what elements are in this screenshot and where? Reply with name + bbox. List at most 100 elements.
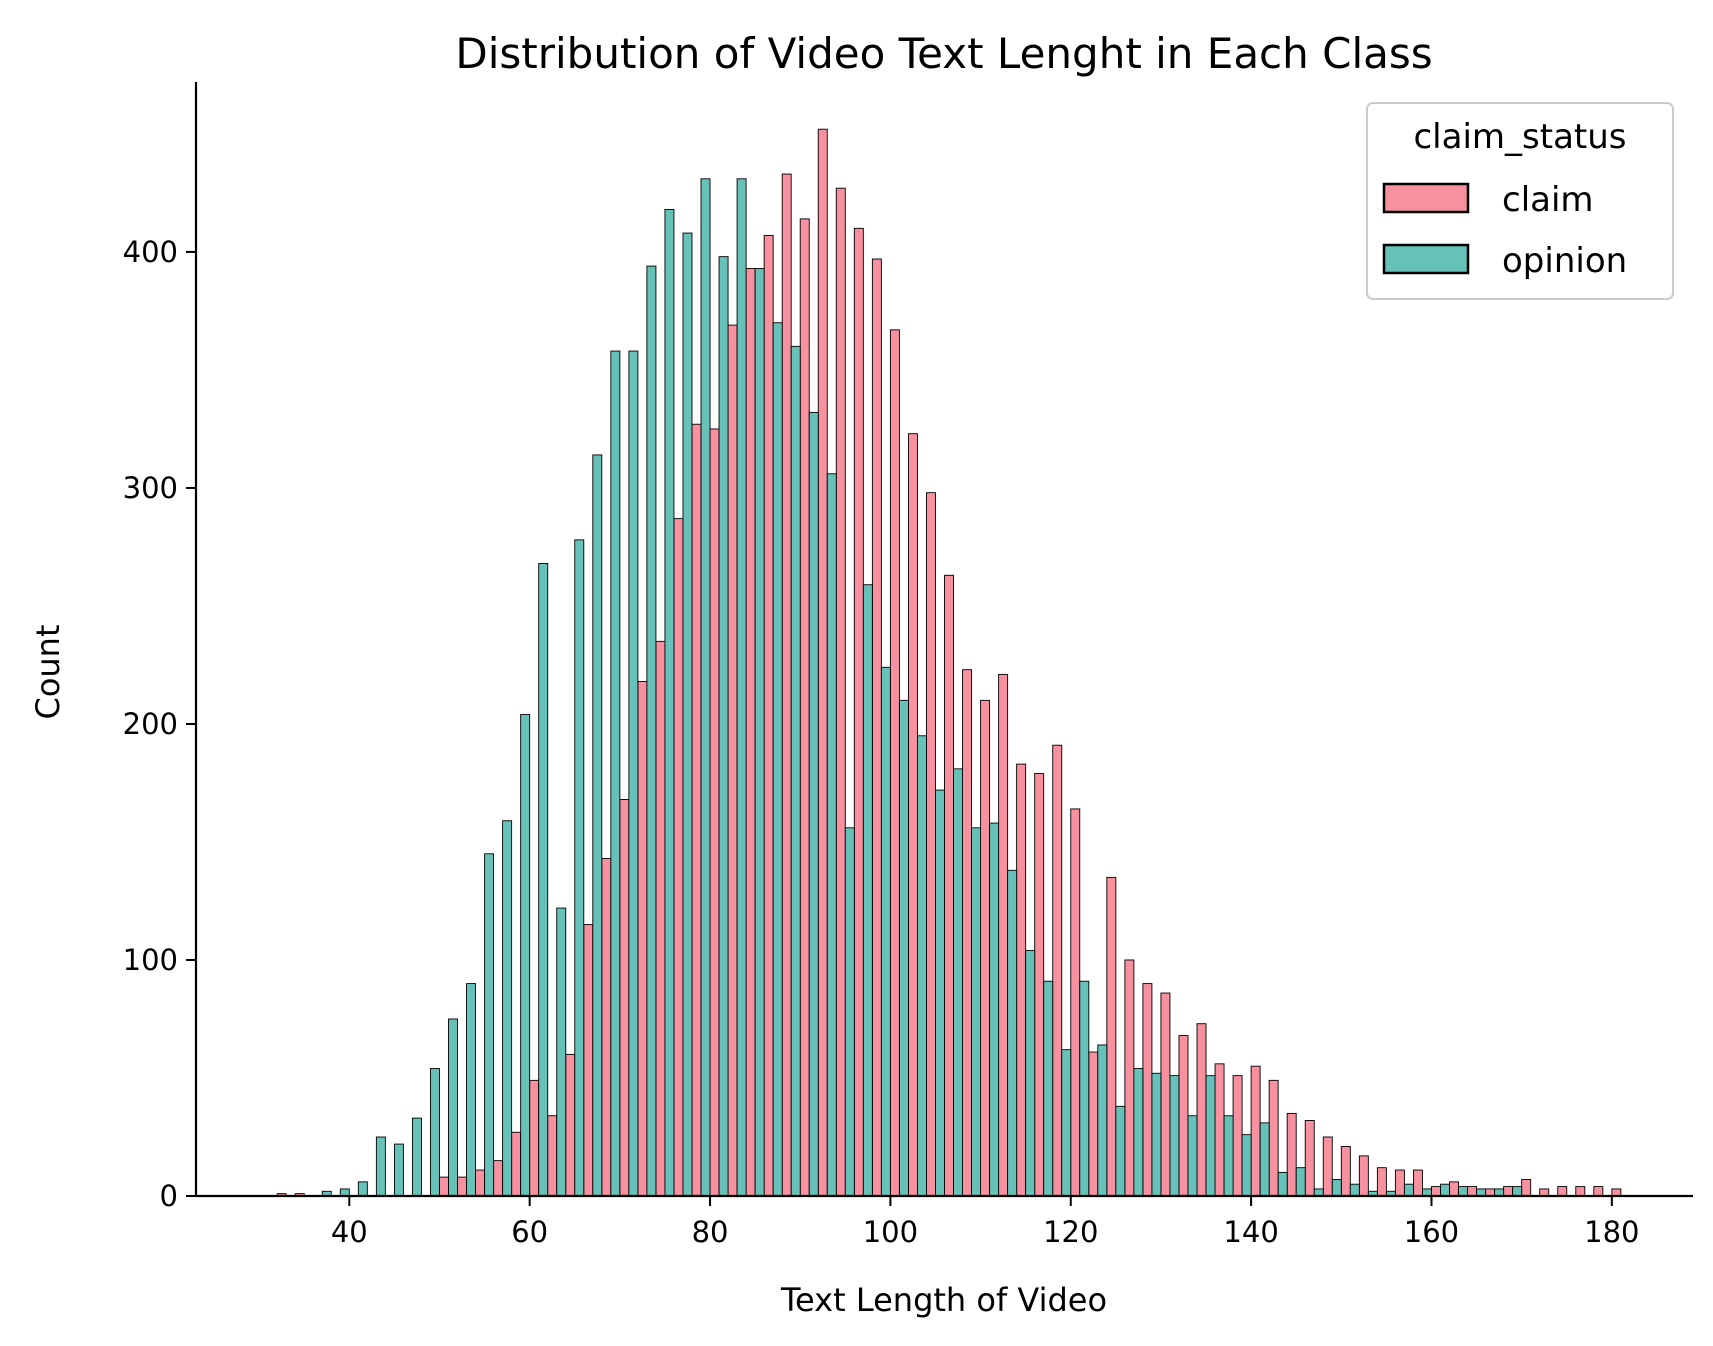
bar-claim [745, 268, 756, 1197]
bar-claim [1232, 1075, 1243, 1197]
bar-claim [1070, 808, 1081, 1197]
bar-opinion [1079, 980, 1090, 1197]
bar-opinion [646, 265, 657, 1197]
bar-claim [1376, 1167, 1387, 1197]
bar-opinion [1133, 1068, 1144, 1197]
bar-claim [1322, 1136, 1333, 1197]
bar-opinion [682, 232, 693, 1197]
bar-opinion [1440, 1183, 1450, 1197]
bar-claim [1016, 763, 1027, 1197]
bar-claim [655, 640, 666, 1197]
legend-label-opinion: opinion [1502, 241, 1627, 281]
bar-claim [493, 1160, 504, 1197]
bar-claim [1160, 992, 1171, 1197]
bar-opinion [772, 322, 783, 1197]
bar-opinion [736, 178, 747, 1197]
bar-opinion [971, 827, 982, 1197]
bar-opinion [1205, 1075, 1216, 1197]
bar-claim [871, 258, 882, 1197]
bar-opinion [1151, 1072, 1162, 1197]
bar-claim [1196, 1023, 1207, 1197]
bar-opinion [592, 454, 603, 1197]
bar-claim [547, 1115, 558, 1197]
bar-opinion [1331, 1179, 1342, 1197]
bar-claim [1106, 876, 1117, 1197]
x-tick-label: 100 [863, 1215, 918, 1249]
bar-claim [1557, 1186, 1568, 1197]
bar-opinion [1007, 869, 1018, 1197]
bar-opinion [1043, 980, 1054, 1197]
x-axis-title: Text Length of Video [780, 1281, 1107, 1319]
bar-opinion [375, 1136, 386, 1197]
bar-opinion [574, 539, 585, 1197]
bar-claim [817, 128, 828, 1197]
bar-claim [763, 234, 774, 1197]
x-axis-ticks: 40 60 80 100 120 140 160 180 [331, 1196, 1640, 1249]
bar-opinion [411, 1117, 422, 1197]
bar-opinion [466, 983, 477, 1197]
bar-opinion [898, 699, 909, 1197]
bar-claim [962, 669, 973, 1197]
bar-claim [1088, 1051, 1099, 1197]
bar-claim [926, 492, 936, 1197]
bar-opinion [538, 563, 549, 1197]
x-tick-label: 140 [1223, 1215, 1278, 1249]
bar-claim [1304, 1120, 1315, 1197]
bar-opinion [935, 789, 945, 1197]
bar-opinion [754, 268, 765, 1197]
bar-claim [1412, 1169, 1423, 1197]
bar-claim [1052, 744, 1063, 1197]
bar-claim [1593, 1186, 1604, 1197]
bar-claim [1034, 773, 1045, 1197]
bar-opinion [393, 1143, 404, 1197]
x-tick-label: 40 [331, 1215, 368, 1249]
bar-claim [709, 428, 720, 1197]
y-tick-label: 300 [123, 471, 178, 505]
bar-claim [529, 1079, 540, 1197]
bar-claim [1142, 983, 1153, 1197]
bar-claim [727, 324, 738, 1197]
bar-claim [1467, 1186, 1478, 1197]
bar-claim [1449, 1181, 1459, 1197]
chart-title: Distribution of Video Text Lenght in Eac… [455, 29, 1432, 78]
bar-opinion [1115, 1105, 1126, 1197]
bar-claim [944, 574, 954, 1197]
bar-claim [781, 173, 792, 1197]
legend-swatch-opinion [1382, 243, 1470, 275]
x-tick-label: 80 [692, 1215, 729, 1249]
bar-opinion [953, 768, 963, 1197]
bar-opinion [556, 907, 567, 1197]
bar-opinion [862, 584, 873, 1197]
bar-claim [691, 423, 702, 1197]
bar-opinion [502, 820, 513, 1197]
bar-claim [583, 924, 594, 1197]
legend-swatch-claim [1382, 182, 1470, 214]
bar-claim [889, 329, 900, 1197]
bar-claim [1394, 1169, 1405, 1197]
bar-claim [998, 673, 1009, 1197]
x-tick-label: 60 [511, 1215, 548, 1249]
bar-opinion [1097, 1044, 1108, 1197]
legend-label-claim: claim [1502, 180, 1594, 220]
bar-opinion [989, 822, 1000, 1197]
x-tick-label: 120 [1043, 1215, 1098, 1249]
bar-opinion [430, 1068, 440, 1197]
bar-opinion [1458, 1186, 1469, 1197]
bar-claim [457, 1176, 467, 1197]
bar-claim [907, 433, 918, 1197]
bar-claim [1124, 959, 1135, 1197]
bars-layer [276, 128, 1622, 1197]
bar-claim [1503, 1186, 1514, 1197]
bar-opinion [1025, 950, 1036, 1197]
bar-claim [601, 858, 612, 1197]
bar-opinion [1187, 1115, 1198, 1197]
bar-opinion [700, 178, 711, 1197]
y-tick-label: 0 [160, 1179, 178, 1213]
bar-claim [673, 518, 684, 1197]
bar-opinion [628, 350, 639, 1197]
bar-opinion [826, 473, 837, 1197]
bar-opinion [1061, 1049, 1072, 1197]
bar-claim [511, 1131, 522, 1197]
bar-claim [1431, 1186, 1441, 1197]
